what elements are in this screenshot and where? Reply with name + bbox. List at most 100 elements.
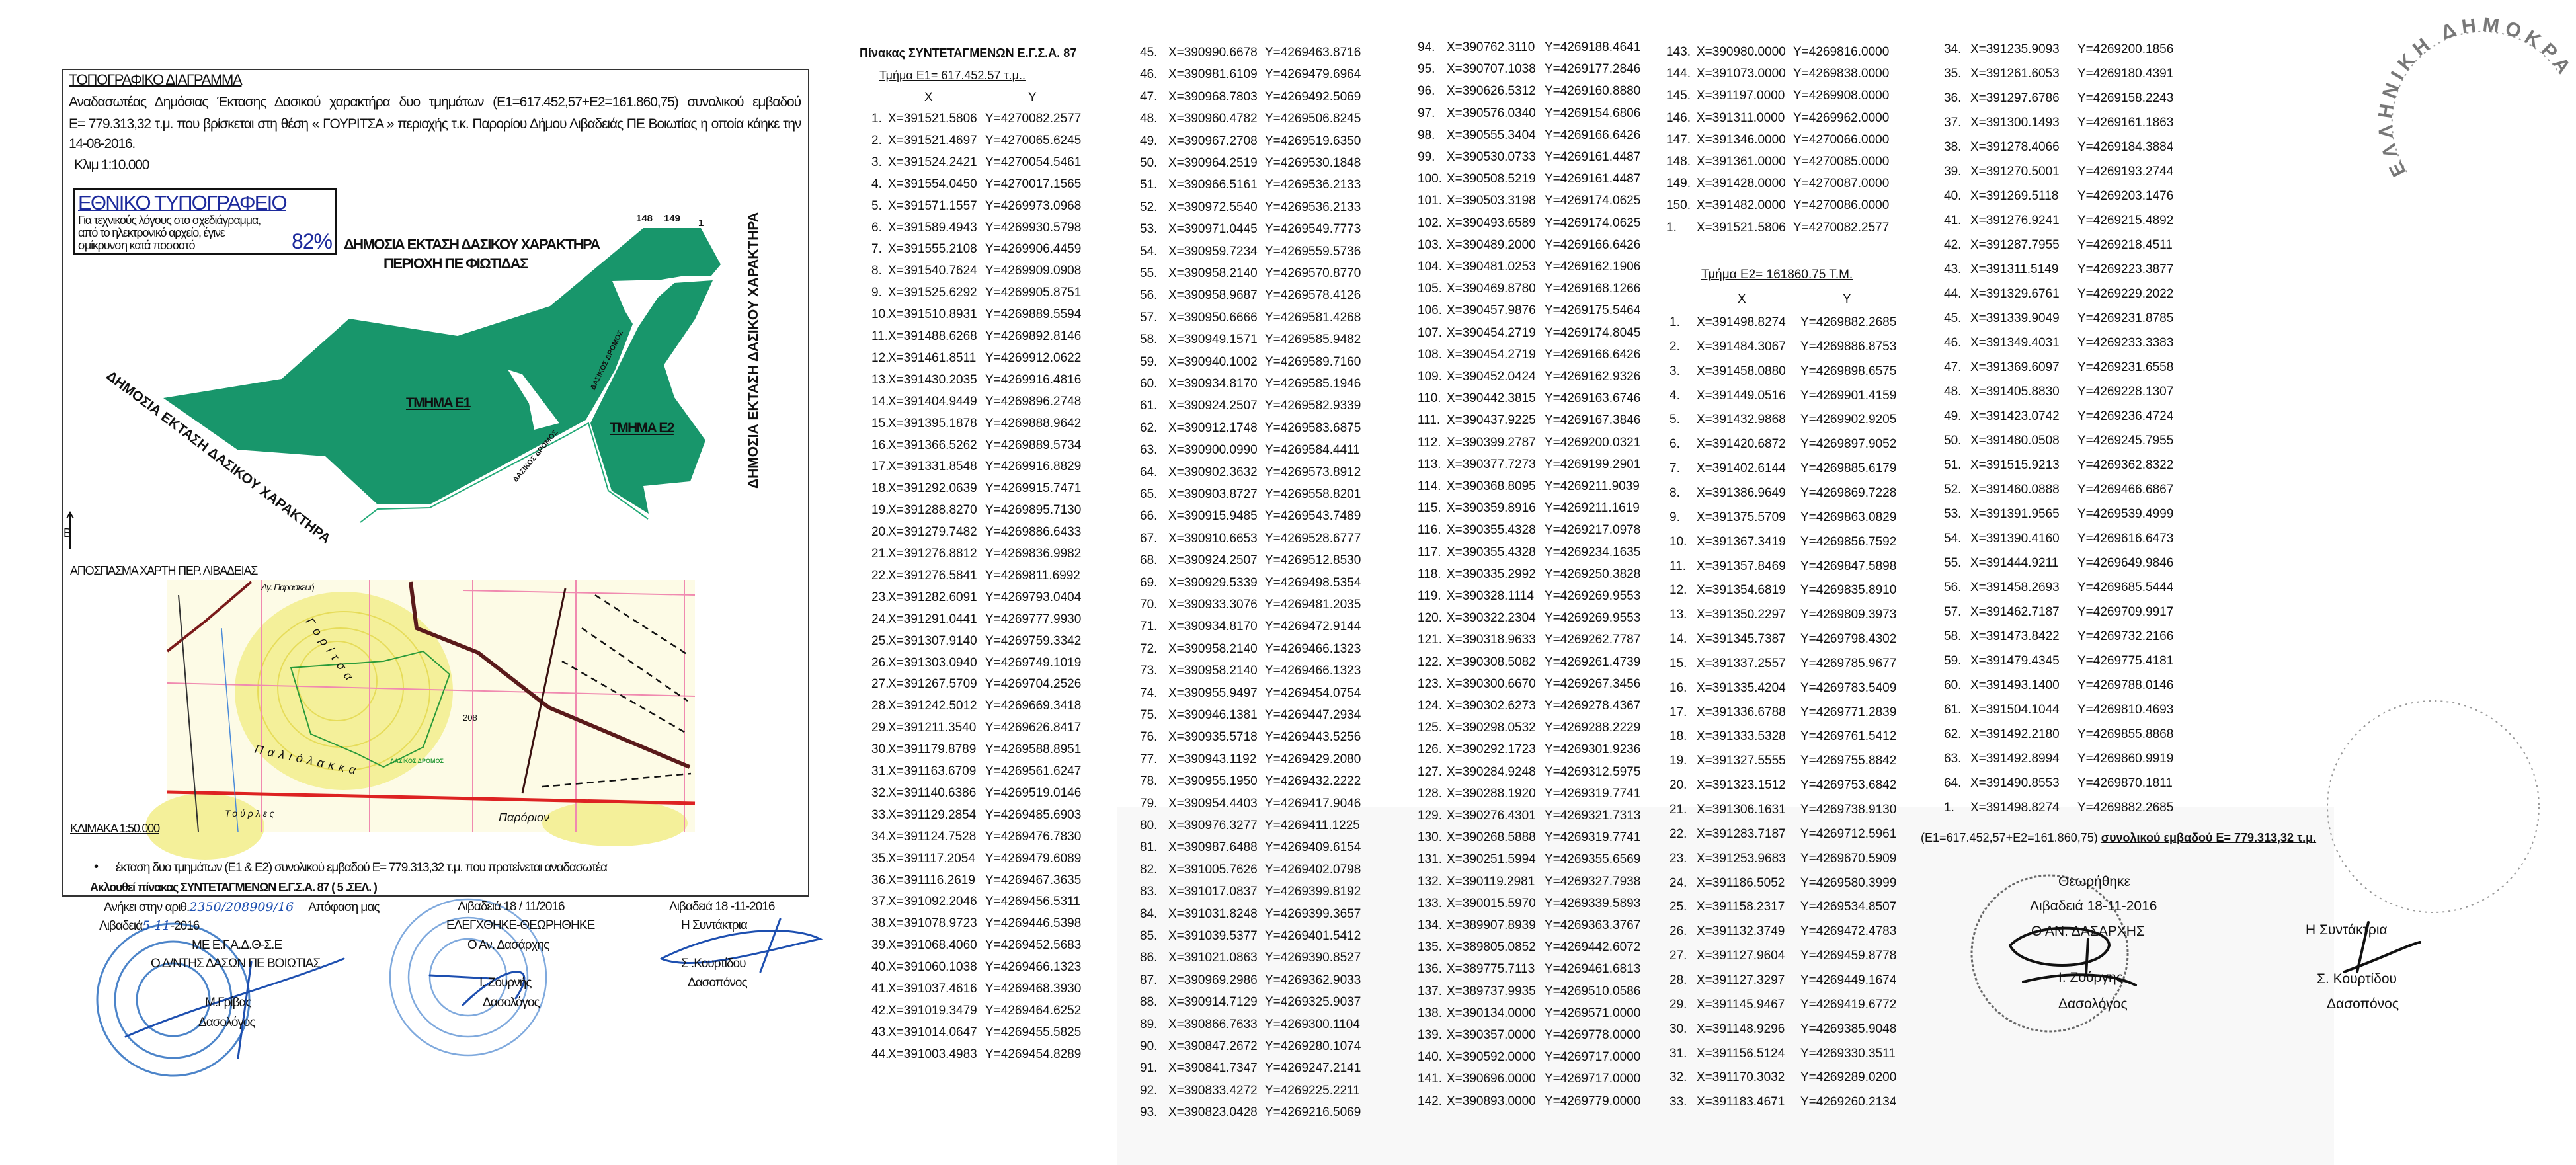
x-coordinate: X=391278.4066 — [1970, 140, 2060, 154]
x-coordinate: X=390328.1114 — [1447, 589, 1534, 603]
decision-prefix: Ανήκει στην αριθ. — [104, 901, 190, 914]
point-number: 64. — [1944, 776, 1962, 790]
x-coordinate: X=390958.2140 — [1168, 266, 1258, 280]
point-number: 22. — [1670, 826, 1687, 841]
y-coordinate: Y=4269174.0625 — [1545, 194, 1641, 208]
x-coordinate: X=390302.6273 — [1447, 699, 1536, 713]
x-coordinate: X=391037.4616 — [888, 982, 977, 996]
point-number: 18. — [1670, 729, 1687, 744]
x-coordinate: X=390298.0532 — [1447, 721, 1536, 735]
x-coordinate: X=391287.7955 — [1970, 238, 2060, 252]
x-coordinate: X=390322.2304 — [1447, 611, 1536, 625]
point-number: 46. — [1140, 67, 1158, 82]
x-coordinate: X=390950.6666 — [1168, 310, 1258, 325]
x-coordinate: X=390967.2708 — [1168, 134, 1258, 148]
x-coordinate: X=390972.5540 — [1168, 200, 1258, 214]
point-number: 23. — [871, 590, 889, 604]
y-coordinate: Y=4269580.3999 — [1800, 875, 1897, 890]
point-number: 69. — [1140, 575, 1158, 590]
x-coordinate: X=390968.7803 — [1168, 89, 1258, 104]
x-coordinate: X=391186.5052 — [1697, 875, 1785, 890]
point-number: 50. — [1944, 434, 1962, 448]
y-coordinate: Y=4269466.1323 — [1265, 641, 1361, 656]
point-number: 18. — [871, 481, 889, 496]
point-number: 87. — [1140, 973, 1158, 987]
y-coordinate: Y=4269174.8045 — [1545, 325, 1641, 340]
y-coordinate: Y=4269443.5256 — [1265, 730, 1361, 744]
y-coordinate: Y=4269585.9482 — [1265, 333, 1361, 347]
y-coordinate: Y=4269429.2080 — [1265, 752, 1361, 766]
scan-shade — [1117, 807, 2334, 1165]
x-coordinate: X=390841.7347 — [1168, 1061, 1258, 1076]
y-coordinate: Y=4269793.0404 — [985, 590, 1082, 604]
y-coordinate: Y=4269869.7228 — [1800, 485, 1897, 500]
summary-bullet: έκταση δυο τμημάτων (Ε1 & Ε2) συνολικού … — [116, 861, 608, 875]
point-number: 13. — [1670, 608, 1687, 622]
y-coordinate: Y=4269468.3930 — [985, 982, 1082, 996]
point-number: 71. — [1140, 620, 1158, 634]
y-coordinate: Y=4269300.1104 — [1265, 1017, 1360, 1031]
y-coordinate: Y=4269908.0000 — [1793, 89, 1890, 103]
y-coordinate: Y=4269390.8527 — [1265, 951, 1361, 965]
y-coordinate: Y=4269301.9236 — [1545, 743, 1641, 757]
author-role: Η Συντάκτρια — [681, 918, 748, 932]
y-coordinate: Y=4269280.1074 — [1265, 1039, 1361, 1053]
y-coordinate: Y=4270082.2577 — [985, 112, 1082, 126]
approval-date: Λιβαδειά 18-11-2016 — [2030, 899, 2157, 914]
y-coordinate: Y=4269402.0798 — [1265, 862, 1361, 877]
excerpt-title: ΑΠΟΣΠΑΣΜΑ ΧΑΡΤΗ ΠΕΡ. ΛΙΒΑΔΕΙΑΣ — [70, 564, 258, 577]
x-coordinate: X=390489.2000 — [1447, 237, 1536, 252]
point-number: 6. — [1670, 437, 1680, 452]
notice-lower-lines: από το ηλεκτρονικό αρχείο, έγινε σμίκρυν… — [78, 227, 225, 252]
x-coordinate: X=391521.4697 — [888, 133, 977, 147]
x-coordinate: X=391444.9211 — [1970, 556, 2059, 570]
y-coordinate: Y=4269704.2526 — [985, 677, 1082, 692]
x-coordinate: X=391349.4031 — [1970, 336, 2060, 350]
point-number: 127. — [1418, 764, 1442, 779]
x-coordinate: X=391484.3067 — [1697, 339, 1786, 354]
point-number: 28. — [871, 699, 889, 713]
national-printing-notice: ΕΘΝΙΚΟ ΤΥΠΟΓΡΑΦΕΙΟ Για τεχνικούς λόγους … — [73, 188, 337, 255]
x-coordinate: X=390284.9248 — [1447, 764, 1536, 779]
point-number: 148. — [1666, 155, 1691, 169]
x-coordinate: X=391430.2035 — [888, 372, 977, 387]
y-coordinate: Y=4269549.7773 — [1265, 222, 1361, 237]
x-coordinate: X=390955.9497 — [1168, 686, 1258, 700]
x-coordinate: X=390900.0990 — [1168, 443, 1258, 458]
point-number: 74. — [1140, 686, 1158, 700]
point-number: 78. — [1140, 774, 1158, 789]
author-name: Σ .Κουρτίδου — [681, 957, 746, 971]
y-coordinate: Y=4269510.0586 — [1545, 984, 1641, 998]
x-coordinate: X=391361.0000 — [1697, 155, 1786, 169]
forest-road-line — [360, 422, 649, 523]
y-coordinate: Y=4269571.0000 — [1545, 1006, 1641, 1020]
x-coordinate: X=390955.1950 — [1168, 774, 1258, 789]
y-coordinate: Y=4269788.0146 — [2077, 678, 2174, 692]
point-number: 15. — [1670, 656, 1687, 670]
x-coordinate: X=391291.0441 — [888, 612, 977, 626]
y-coordinate: Y=4269154.6806 — [1545, 106, 1641, 120]
x-coordinate: X=391375.5709 — [1697, 510, 1786, 524]
director-name: Μ.Γρίβας — [205, 996, 252, 1010]
y-coordinate: Y=4269166.6426 — [1545, 237, 1641, 252]
y-coordinate: Y=4269519.0146 — [985, 785, 1082, 800]
point-number: 73. — [1140, 664, 1158, 678]
y-coordinate: Y=4269162.9326 — [1545, 370, 1641, 383]
x-coordinate: X=390933.3076 — [1168, 598, 1258, 612]
point-number: 9. — [871, 286, 882, 300]
y-coordinate: Y=4269234.1635 — [1545, 545, 1641, 559]
x-coordinate: X=391307.9140 — [888, 633, 977, 648]
y-coordinate: Y=4269570.8770 — [1265, 266, 1361, 280]
x-coordinate: X=390958.2140 — [1168, 641, 1258, 656]
x-coordinate: X=391270.5001 — [1970, 165, 2060, 179]
x-coordinate: X=390935.5718 — [1168, 730, 1258, 744]
y-coordinate: Y=4269886.6433 — [985, 525, 1082, 540]
e1-y-header: Y — [1028, 91, 1037, 104]
y-coordinate: Y=4269534.8507 — [1800, 900, 1897, 914]
y-coordinate: Y=4269225.2211 — [1265, 1083, 1360, 1098]
x-coordinate: X=391490.8553 — [1970, 776, 2060, 790]
y-coordinate: Y=4269709.9917 — [2077, 605, 2174, 619]
x-coordinate: X=391039.5377 — [1168, 929, 1258, 943]
y-coordinate: Y=4269649.9846 — [2077, 556, 2174, 570]
point-number: 44. — [1944, 287, 1962, 301]
